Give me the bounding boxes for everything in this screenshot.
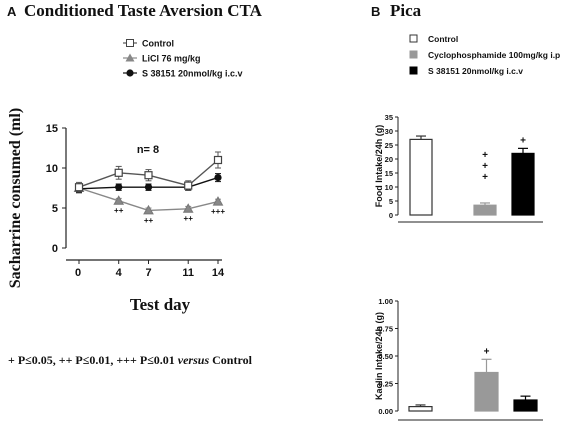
food-y-tick-label: 35 xyxy=(385,113,393,122)
footnote-prefix: + P≤0.05, ++ P≤0.01, +++ P≤0.01 xyxy=(8,353,178,367)
food-y-tick-label: 30 xyxy=(385,127,393,136)
cta-legend-marker xyxy=(125,53,135,62)
cta-point-licl xyxy=(143,204,154,215)
food-significance-mark: + xyxy=(482,150,488,161)
kaolin-y-tick-label: 1.00 xyxy=(378,297,393,306)
cta-point-s38151 xyxy=(214,174,222,182)
pica-legend-swatch xyxy=(409,66,418,75)
cta-significance-mark: +++ xyxy=(211,207,225,216)
cta-point-control xyxy=(184,181,193,190)
food-y-tick-label: 5 xyxy=(389,197,393,206)
food-y-tick-label: 0 xyxy=(389,211,393,220)
cta-x-axis-label: Test day xyxy=(130,295,191,314)
panel-b-label: B xyxy=(371,4,381,19)
food-significance-mark: + xyxy=(482,172,488,183)
food-y-axis-label: Food Intake/24h (g) xyxy=(374,125,384,208)
cta-x-tick-label: 7 xyxy=(145,267,151,279)
cta-point-control xyxy=(114,168,123,177)
cta-point-s38151 xyxy=(144,183,153,191)
cta-significance-mark: ++ xyxy=(144,216,154,225)
cta-y-tick-label: 0 xyxy=(52,243,58,255)
food-y-tick-label: 25 xyxy=(385,141,393,150)
footnote-suffix: Control xyxy=(209,353,252,367)
cta-legend-label: Control xyxy=(142,39,174,49)
panel-b-title: Pica xyxy=(390,1,422,20)
cta-point-control xyxy=(74,183,84,192)
panel-a-title: Conditioned Taste Aversion CTA xyxy=(24,1,262,20)
food-bar xyxy=(409,138,433,216)
significance-footnote: + P≤0.05, ++ P≤0.01, +++ P≤0.01 versus C… xyxy=(8,353,252,368)
cta-y-axis-label: Sacharrine consumed (ml) xyxy=(7,108,24,288)
cta-x-tick-label: 11 xyxy=(182,267,194,279)
food-y-tick-label: 15 xyxy=(385,169,393,178)
pica-legend-label: S 38151 20nmol/kg i.c.v xyxy=(428,66,523,76)
kaolin-bar xyxy=(408,406,433,412)
food-significance-mark: + xyxy=(482,161,488,172)
cta-point-licl xyxy=(212,196,224,206)
kaolin-y-tick-label: 0.25 xyxy=(378,380,393,389)
kaolin-bar xyxy=(474,371,499,412)
food-y-tick-label: 20 xyxy=(385,155,393,164)
pica-legend-swatch xyxy=(409,34,418,43)
pica-legend-label: Control xyxy=(428,34,458,44)
food-bar xyxy=(473,204,497,216)
kaolin-bar xyxy=(513,399,538,412)
kaolin-y-tick-label: 0.00 xyxy=(378,407,393,416)
food-bar xyxy=(511,152,535,216)
cta-legend-label: LiCl 76 mg/kg xyxy=(142,54,201,64)
cta-point-licl xyxy=(182,203,194,213)
cta-legend-marker xyxy=(126,39,134,47)
food-y-tick-label: 10 xyxy=(385,183,393,192)
kaolin-significance-mark: + xyxy=(484,346,490,357)
food-significance-mark: + xyxy=(520,135,526,146)
panel-a-label: A xyxy=(7,4,17,19)
pica-legend-swatch xyxy=(409,50,418,59)
kaolin-y-tick-label: 0.75 xyxy=(378,325,393,334)
cta-n-label: n= 8 xyxy=(137,144,159,156)
cta-point-control xyxy=(144,171,153,180)
cta-point-control xyxy=(213,155,223,165)
cta-y-tick-label: 5 xyxy=(52,203,58,215)
pica-legend-label: Cyclophosphamide 100mg/kg i.p xyxy=(428,50,560,60)
kaolin-y-tick-label: 0.50 xyxy=(378,352,393,361)
cta-significance-mark: ++ xyxy=(184,214,194,223)
cta-legend-label: S 38151 20nmol/kg i.c.v xyxy=(142,69,243,79)
cta-y-tick-label: 10 xyxy=(46,163,58,175)
cta-x-tick-label: 4 xyxy=(116,267,123,279)
cta-point-licl xyxy=(113,195,125,205)
cta-legend-marker xyxy=(126,69,134,77)
cta-point-s38151 xyxy=(115,183,123,191)
cta-y-tick-label: 15 xyxy=(46,123,58,135)
footnote-italic: versus xyxy=(177,353,210,367)
cta-x-tick-label: 14 xyxy=(212,267,225,279)
kaolin-y-axis-label: Kaolin Intake/24h (g) xyxy=(374,312,384,400)
cta-x-tick-label: 0 xyxy=(75,267,81,279)
cta-significance-mark: ++ xyxy=(114,206,124,215)
